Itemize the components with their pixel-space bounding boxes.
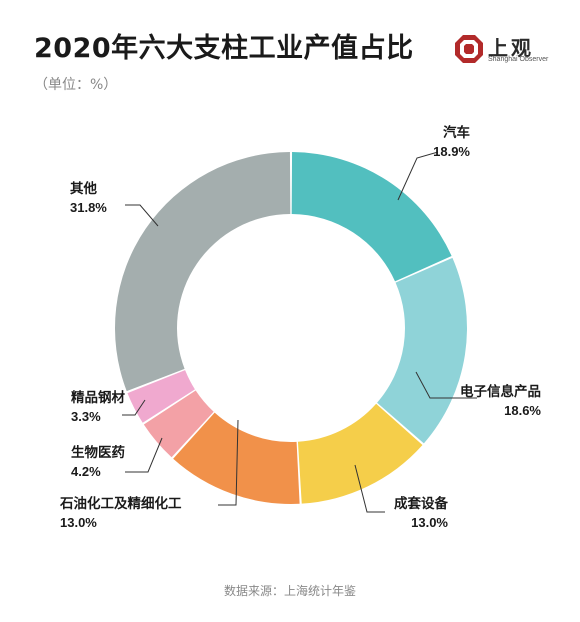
slice-value-label: 31.8%	[70, 200, 107, 215]
donut-slice	[377, 257, 468, 444]
leader-line	[125, 204, 159, 227]
slice-category-label: 生物医药	[71, 444, 125, 461]
leader-line	[218, 419, 239, 506]
octagon-logo-icon	[455, 35, 483, 63]
slice-value-label: 18.9%	[433, 144, 470, 159]
slice-category-label: 汽车	[443, 124, 470, 141]
chart-title: 2020年六大支柱工业产值占比	[34, 33, 414, 64]
donut-slice	[127, 370, 195, 423]
logo-name: 上观	[488, 36, 534, 60]
logo-subtitle: Shanghai Observer	[488, 56, 549, 63]
slice-value-label: 4.2%	[71, 464, 101, 479]
slice-value-label: 18.6%	[504, 403, 541, 418]
donut-slice	[173, 412, 300, 505]
slice-category-label: 其他	[70, 180, 97, 197]
donut-slice	[291, 152, 452, 282]
leader-line	[125, 437, 163, 473]
slice-value-label: 13.0%	[60, 515, 97, 530]
slice-category-label: 成套设备	[394, 495, 448, 512]
leader-line	[415, 371, 477, 399]
data-source: 数据来源：上海统计年鉴	[223, 584, 356, 598]
slice-category-label: 石油化工及精细化工	[59, 495, 182, 512]
leader-line	[397, 151, 439, 201]
slice-value-label: 13.0%	[411, 515, 448, 530]
slice-value-label: 3.3%	[71, 409, 101, 424]
leader-line	[122, 399, 146, 416]
slice-category-label: 精品钢材	[71, 389, 125, 406]
donut-slice	[114, 152, 291, 392]
slice-category-label: 电子信息产品	[460, 383, 541, 400]
unit-label: （单位：%）	[34, 77, 118, 93]
brand-logo: 上观 Shanghai Observer	[454, 34, 554, 70]
donut-slice	[297, 403, 423, 504]
leader-line	[354, 464, 385, 513]
